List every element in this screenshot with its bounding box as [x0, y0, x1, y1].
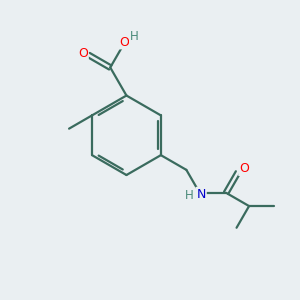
Text: O: O [239, 162, 249, 176]
Text: O: O [119, 36, 129, 49]
Text: O: O [78, 47, 88, 60]
Text: H: H [130, 30, 138, 43]
Text: N: N [196, 188, 206, 201]
Text: H: H [185, 189, 194, 202]
